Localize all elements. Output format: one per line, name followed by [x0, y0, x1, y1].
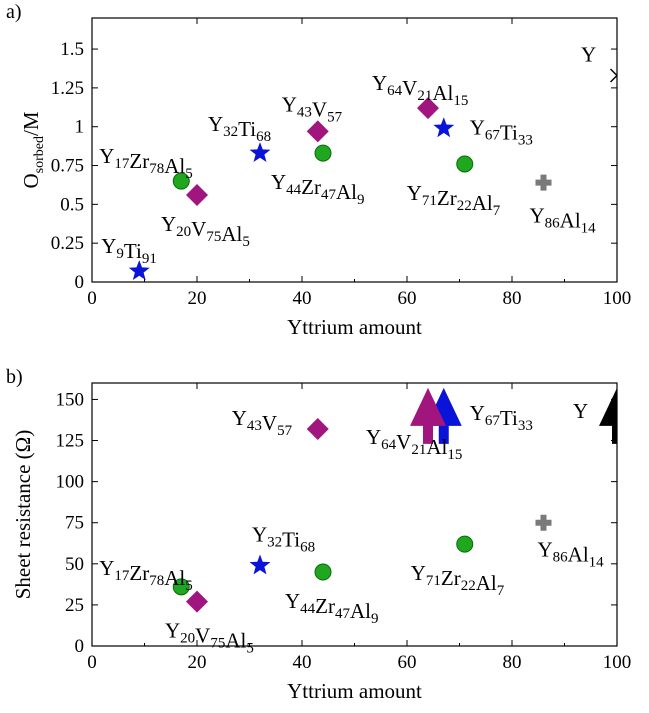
label-y32ti68: Y32Ti68: [252, 522, 315, 555]
x-tick-label: 80: [503, 288, 522, 309]
point-y32ti68: [249, 142, 271, 162]
label-y9ti91: Y9Ti91: [101, 234, 157, 267]
point-y67ti33: [433, 117, 455, 138]
y-tick-label: 50: [65, 554, 84, 575]
label-y67ti33: Y67Ti33: [470, 401, 533, 434]
point-y20v75al5: [186, 590, 208, 613]
label-y43v57: Y43V57: [232, 406, 293, 439]
y-tick-label: 0.75: [51, 156, 84, 177]
x-tick-label: 60: [398, 288, 417, 309]
point-y64v21al15-arrow: [410, 387, 446, 444]
panel-b: b) 0 20 40 60 80 100 0 25 50 75 100 125 150 Yttrium am…: [6, 366, 632, 703]
y-axis-label: Sheet resistance (Ω): [11, 430, 35, 600]
panel-label: a): [6, 1, 22, 23]
panel-label: b): [6, 366, 23, 388]
panel-a: a) 0 20 40 60 80 100 0 0.25 0.5 0.75 1 1.25 1.5 Yttriu…: [6, 1, 631, 339]
point-y: [610, 68, 617, 83]
x-tick-label: 100: [603, 288, 632, 309]
data-labels: Y9Ti91 Y32Ti68 Y67Ti33 Y20V75Al5 Y43V57 Y64V2…: [99, 42, 596, 267]
point-y86al14: [535, 174, 552, 191]
y-tick-label: 0.5: [60, 194, 84, 215]
point-y17zr78al5: [172, 578, 190, 596]
y-tick-label: 0: [75, 272, 85, 293]
label-y67ti33: Y67Ti33: [470, 115, 533, 148]
label-y32ti68: Y32Ti68: [208, 112, 271, 145]
y-tick-label: 0: [75, 636, 85, 657]
point-y43v57: [306, 418, 329, 441]
point-y17zr78al5: [172, 172, 190, 190]
x-tick-label: 60: [398, 652, 417, 673]
x-tick-label: 20: [188, 288, 207, 309]
data-marks: [128, 68, 617, 280]
y-tick-label: 1.5: [60, 39, 84, 60]
point-y-arrow: [599, 387, 617, 444]
y-axis-label: Osorbed/M: [19, 111, 47, 188]
x-tick-label: 0: [87, 288, 97, 309]
point-y86al14: [535, 514, 552, 531]
label-y: Y: [581, 42, 596, 66]
label-y: Y: [573, 399, 588, 423]
point-y20v75al5: [186, 184, 208, 207]
label-y71zr22al7: Y71Zr22Al7: [407, 181, 501, 219]
y-tick-label: 100: [56, 472, 85, 493]
point-y32ti68: [249, 554, 271, 575]
label-y64v21al15: Y64V21Al15: [372, 71, 468, 109]
point-y44zr47al9: [314, 144, 332, 162]
y-tick-label: 25: [65, 595, 84, 616]
x-tick-label: 0: [87, 652, 97, 673]
x-tick-label: 20: [188, 652, 207, 673]
y-tick-label: 1: [75, 117, 85, 138]
x-tick-label: 80: [503, 652, 522, 673]
data-marks: [172, 387, 617, 613]
label-y71zr22al7: Y71Zr22Al7: [411, 561, 505, 599]
label-y44zr47al9: Y44Zr47Al9: [285, 589, 379, 627]
data-labels: Y32Ti68 Y67Ti33 Y20V75Al5 Y43V57 Y64V21Al15 Y…: [99, 399, 604, 657]
label-y44zr47al9: Y44Zr47Al9: [271, 170, 365, 208]
x-tick-label: 40: [293, 288, 312, 309]
point-y67ti33-arrow: [425, 387, 462, 444]
y-tick-label: 75: [65, 513, 84, 534]
point-y71zr22al7: [456, 535, 474, 553]
label-y17zr78al5: Y17Zr78Al5: [99, 556, 193, 594]
x-tick-label: 100: [603, 652, 632, 673]
label-y20v75al5: Y20V75Al5: [161, 212, 250, 250]
label-y17zr78al5: Y17Zr78Al5: [99, 144, 193, 182]
y-tick-label: 0.25: [51, 233, 84, 254]
plot-frame: [91, 17, 618, 283]
y-tick-label: 150: [56, 389, 85, 410]
x-axis-label: Yttrium amount: [287, 315, 422, 339]
point-y64v21al15: [417, 97, 439, 120]
y-tick-label: 1.25: [51, 78, 84, 99]
label-y43v57: Y43V57: [282, 92, 343, 125]
y-tick-label: 125: [56, 431, 85, 452]
point-y44zr47al9: [314, 563, 332, 581]
point-y71zr22al7: [456, 155, 474, 173]
label-y86al14: Y86Al14: [530, 204, 597, 237]
label-y20v75al5: Y20V75Al5: [165, 619, 254, 657]
point-y9ti91: [128, 260, 150, 280]
label-y64v21al15: Y64V21Al15: [366, 425, 462, 463]
point-y43v57: [306, 120, 329, 143]
x-tick-label: 40: [293, 652, 312, 673]
label-y86al14: Y86Al14: [538, 538, 605, 571]
x-axis-label: Yttrium amount: [287, 679, 422, 703]
